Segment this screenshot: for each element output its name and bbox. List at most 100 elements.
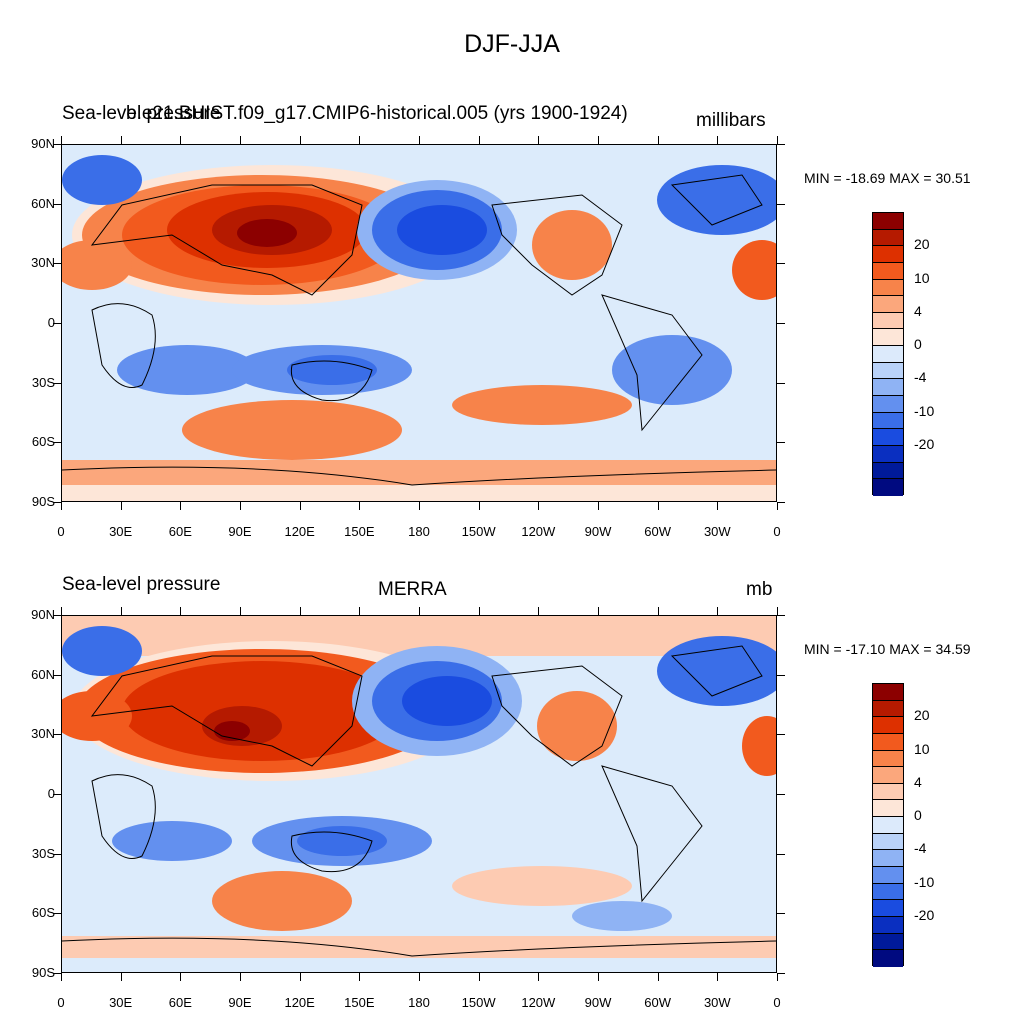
lat-tick-mark — [53, 913, 61, 915]
lon-tick-mark — [240, 973, 241, 981]
lon-tick-label: 90E — [228, 524, 252, 539]
lon-tick-mark — [299, 136, 301, 144]
lat-tick-mark — [53, 502, 61, 503]
lon-tick-mark — [538, 607, 540, 615]
lon-tick-mark — [120, 607, 122, 615]
lon-tick-label: 120W — [521, 524, 556, 539]
colorbar-swatch — [873, 733, 903, 751]
panel-center-label: b.e21.BHIST.f09_g17.CMIP6-historical.005… — [126, 103, 628, 124]
lon-tick-mark — [777, 607, 778, 615]
colorbar-label: 0 — [914, 807, 922, 824]
lon-tick-mark — [478, 136, 480, 144]
lon-tick-mark — [717, 502, 719, 510]
colorbar-swatch — [873, 296, 903, 313]
lon-tick-label: 60E — [168, 995, 192, 1010]
lon-tick-label: 30E — [109, 524, 133, 539]
colorbar-swatch — [873, 379, 903, 397]
lat-tick-mark — [53, 382, 61, 384]
minmax-label: MIN = -18.69 MAX = 30.51 — [804, 170, 971, 186]
lon-tick-mark — [240, 607, 241, 615]
lat-tick-mark — [777, 973, 785, 974]
lon-tick-mark — [299, 973, 301, 981]
colorbar-swatch — [873, 767, 903, 784]
lon-tick-mark — [180, 502, 182, 510]
lat-tick-mark — [53, 734, 61, 736]
colorbar-swatch — [873, 867, 903, 884]
lat-tick-label: 90N — [31, 136, 55, 151]
colorbar-obs — [872, 683, 904, 967]
lon-tick-label: 150E — [344, 524, 375, 539]
lon-tick-label: 90W — [584, 995, 612, 1010]
colorbar-swatch — [873, 246, 903, 263]
lat-tick-mark — [777, 913, 785, 915]
lon-tick-label: 180 — [408, 524, 430, 539]
lat-tick-mark — [777, 382, 785, 384]
colorbar-label: -10 — [914, 402, 935, 419]
lat-tick-label: 90N — [31, 607, 55, 622]
colorbar-swatch — [873, 717, 903, 734]
colorbar-label: 10 — [914, 269, 930, 286]
lon-tick-label: 30W — [703, 524, 731, 539]
lon-tick-mark — [478, 502, 480, 510]
lat-tick-label: 90S — [31, 965, 55, 980]
lat-tick-mark — [777, 263, 785, 265]
lon-tick-mark — [240, 136, 241, 144]
lon-tick-mark — [120, 502, 122, 510]
lon-tick-mark — [359, 136, 361, 144]
lon-tick-mark — [538, 136, 540, 144]
lon-tick-mark — [120, 136, 122, 144]
colorbar-swatch — [873, 312, 903, 330]
colorbar-model — [872, 212, 904, 496]
lat-tick-mark — [53, 323, 61, 324]
lon-tick-mark — [598, 607, 599, 615]
lat-tick-label: 60S — [31, 434, 55, 450]
lat-tick-mark — [53, 794, 61, 795]
lat-tick-label: 0 — [47, 315, 55, 330]
lat-tick-mark — [53, 973, 61, 974]
colorbar-swatch — [873, 362, 903, 380]
colorbar-swatch — [873, 817, 903, 834]
lon-tick-mark — [478, 607, 480, 615]
lat-tick-label: 60N — [31, 195, 55, 211]
lat-tick-label: 30S — [31, 845, 55, 861]
lat-tick-mark — [777, 734, 785, 736]
colorbar-swatch — [873, 783, 903, 801]
lon-tick-mark — [299, 607, 301, 615]
lon-tick-mark — [419, 502, 420, 510]
map-obs — [61, 615, 777, 973]
lon-tick-mark — [120, 973, 122, 981]
colorbar-swatch — [873, 750, 903, 768]
lon-tick-mark — [180, 973, 182, 981]
colorbar-label: -20 — [914, 907, 935, 924]
lon-tick-mark — [61, 502, 62, 510]
colorbar-swatch — [873, 445, 903, 463]
lat-tick-label: 90S — [31, 494, 55, 509]
lon-tick-label: 60E — [168, 524, 192, 539]
lat-tick-label: 30N — [31, 726, 55, 742]
colorbar-swatch — [873, 412, 903, 430]
lon-tick-mark — [777, 136, 778, 144]
lon-tick-mark — [717, 607, 719, 615]
lat-tick-mark — [53, 442, 61, 444]
lon-tick-mark — [419, 607, 420, 615]
colorbar-swatch — [873, 462, 903, 480]
lon-tick-label: 0 — [57, 995, 65, 1010]
minmax-label: MIN = -17.10 MAX = 34.59 — [804, 641, 971, 657]
lat-tick-mark — [777, 674, 785, 676]
lat-tick-mark — [777, 323, 785, 324]
map-model — [61, 144, 777, 502]
lat-tick-mark — [777, 853, 785, 855]
lon-tick-mark — [478, 973, 480, 981]
lon-tick-mark — [61, 973, 62, 981]
lat-tick-mark — [777, 144, 785, 145]
lon-tick-mark — [717, 136, 719, 144]
lon-tick-mark — [598, 502, 599, 510]
lat-tick-mark — [777, 794, 785, 795]
colorbar-swatch — [873, 833, 903, 851]
lon-tick-mark — [359, 502, 361, 510]
colorbar-swatch — [873, 700, 903, 718]
lon-tick-mark — [240, 502, 241, 510]
panel-right-label: mb — [746, 579, 773, 600]
figure-title: DJF-JJA — [464, 30, 560, 58]
lat-tick-mark — [53, 144, 61, 145]
